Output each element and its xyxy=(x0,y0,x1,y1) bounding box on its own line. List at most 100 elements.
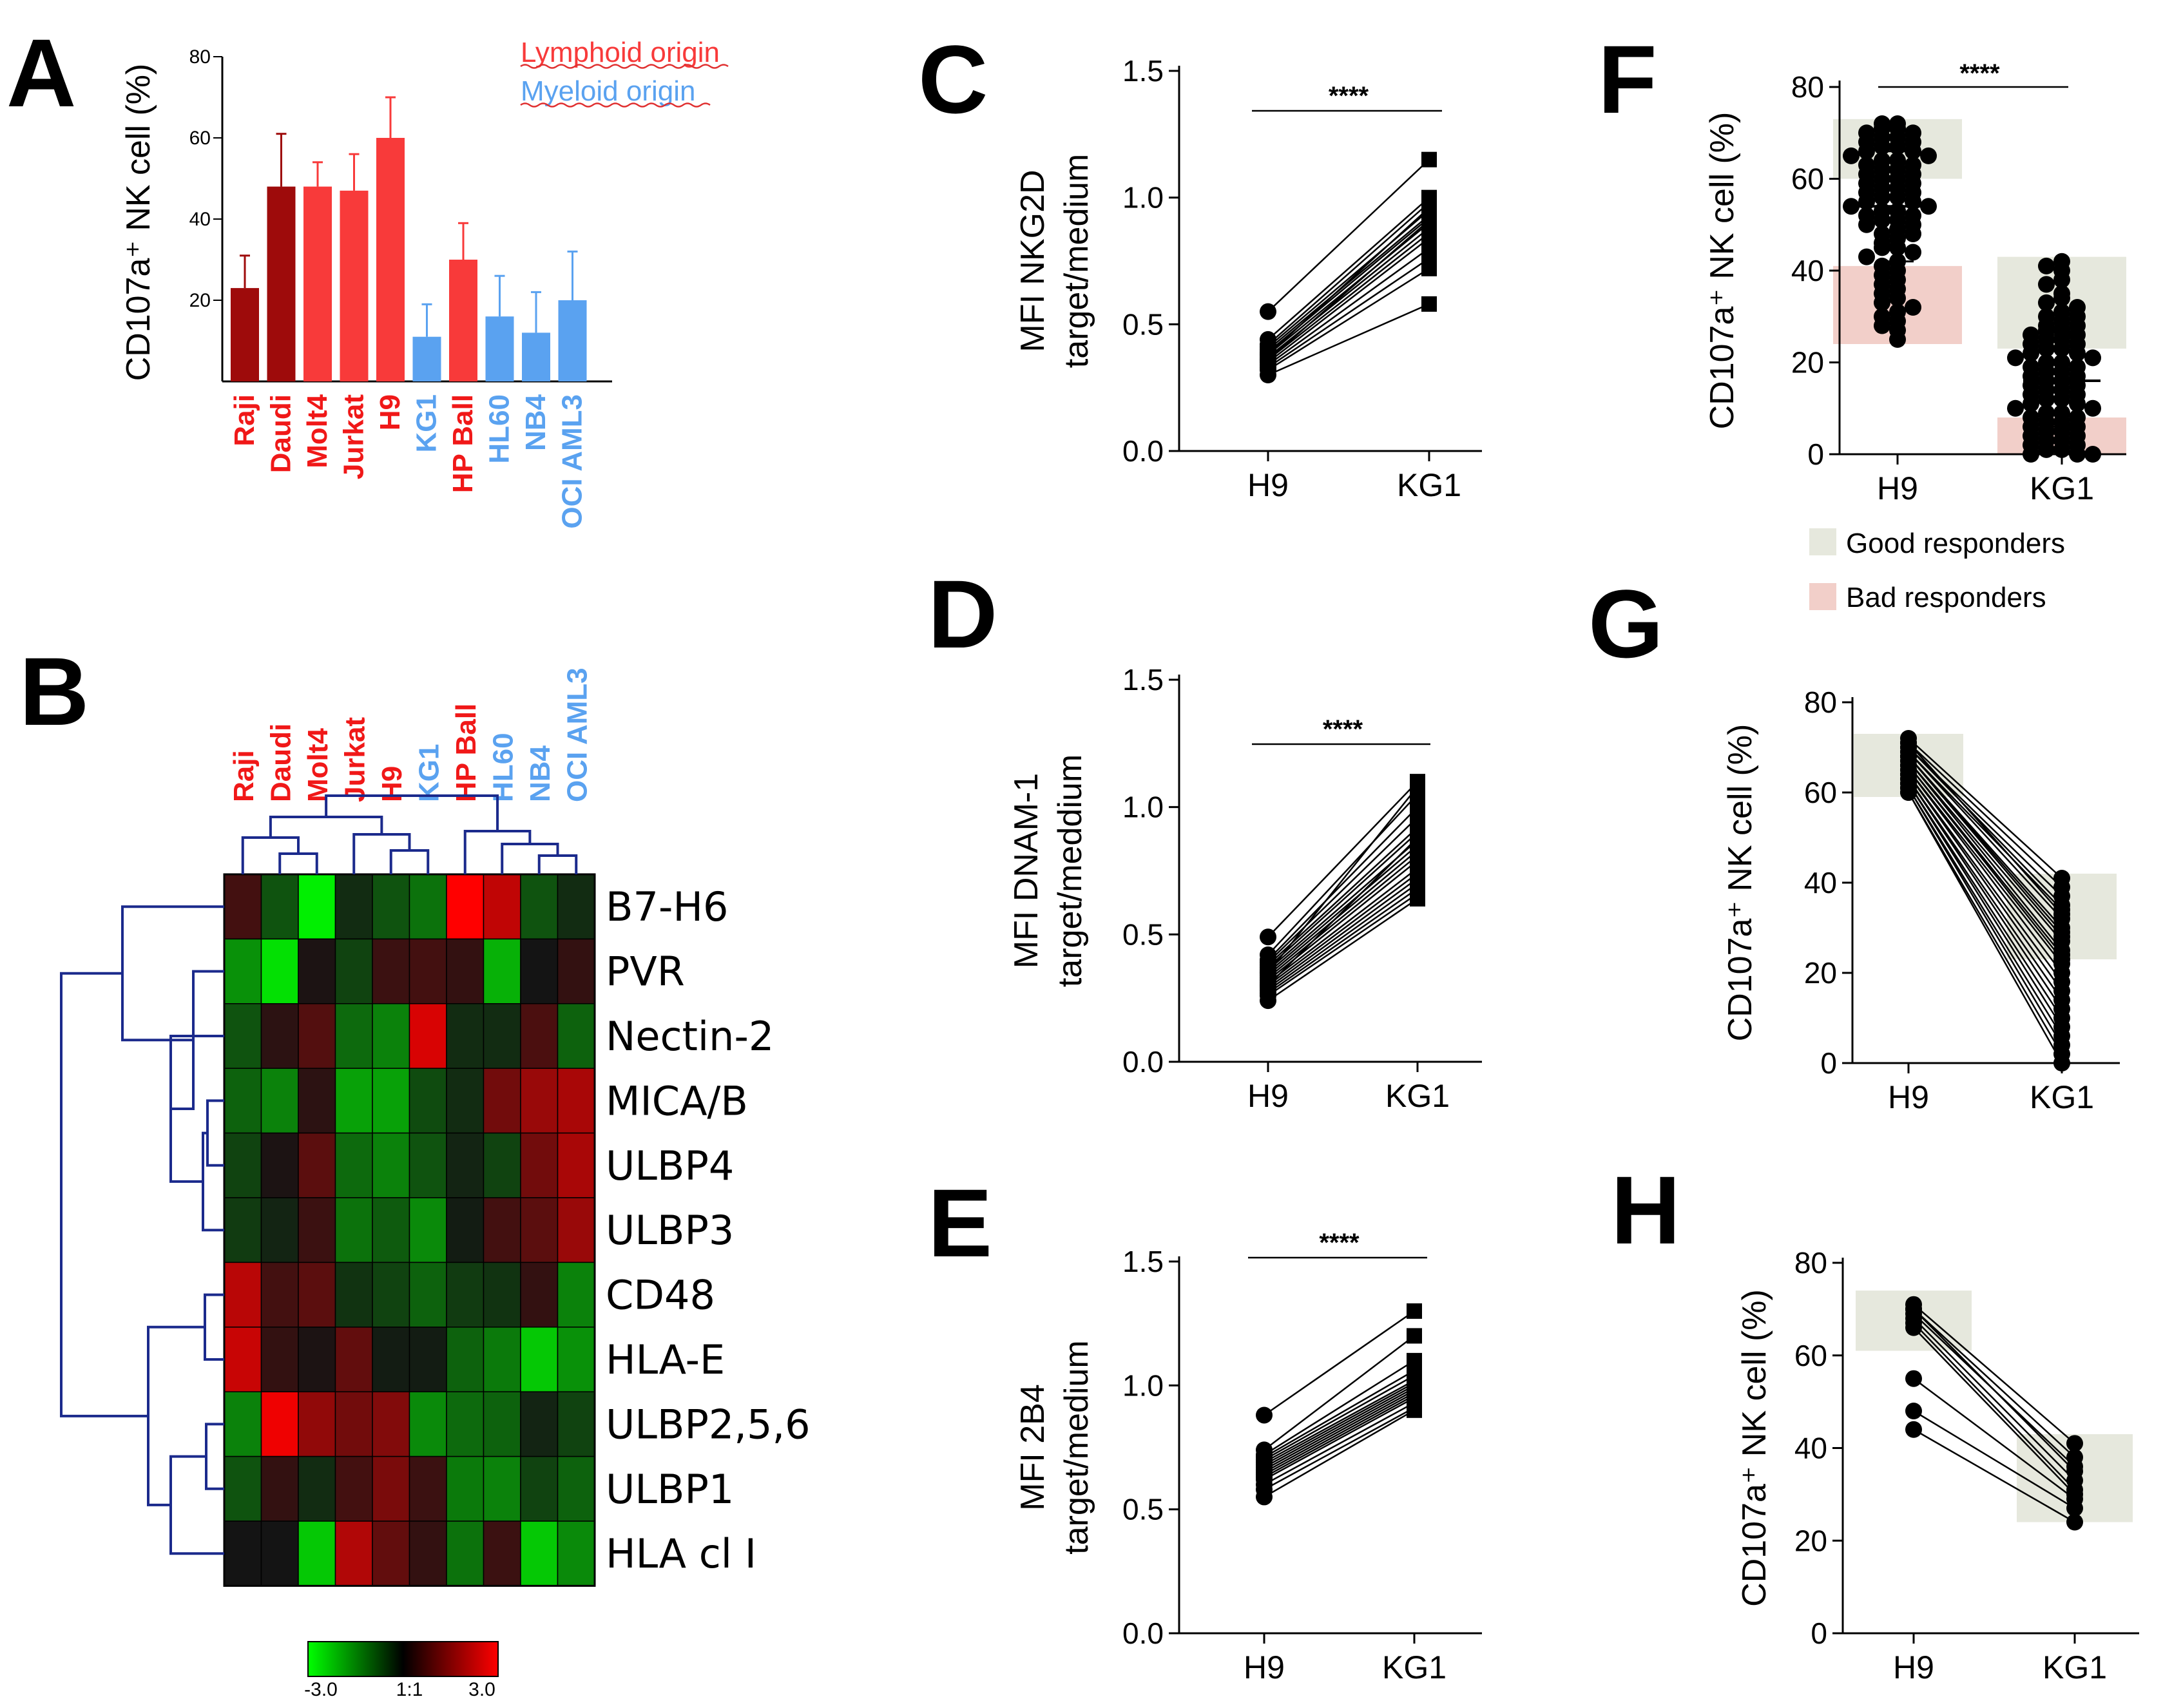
panel-label-c: C xyxy=(918,25,988,133)
panel-f-legend-swatch-good xyxy=(1809,528,1836,555)
paired-line xyxy=(1908,769,2062,974)
point-h9 xyxy=(1256,1406,1273,1424)
panel-b-heatmap-cell xyxy=(224,938,262,1004)
panel-a-ytick-label: 80 xyxy=(189,46,211,68)
paired-line xyxy=(1913,1318,2075,1481)
paired-line xyxy=(1907,774,2063,983)
panel-f-point xyxy=(1889,331,1906,348)
point-h9 xyxy=(1260,992,1276,1010)
panel-a-bar xyxy=(303,186,332,381)
panel-b-heatmap-cell xyxy=(409,1327,447,1392)
panel-a-legend-underline-1 xyxy=(520,64,729,69)
point-kg1 xyxy=(2053,928,2070,945)
panel-a-ytick-label: 60 xyxy=(189,128,211,149)
ytick-label: 0 xyxy=(1811,1617,1827,1650)
point-h9 xyxy=(1260,367,1276,383)
point-h9 xyxy=(1256,1488,1273,1506)
paired-line xyxy=(1908,738,2062,879)
panel-b-heatmap-cell xyxy=(557,1132,595,1198)
panel-b-heatmap-cell xyxy=(298,1455,336,1522)
paired-line xyxy=(1264,1370,1415,1458)
paired-line xyxy=(1267,247,1430,366)
panel-f-point xyxy=(1874,317,1890,334)
paired-line xyxy=(1913,1428,2075,1523)
paired-line xyxy=(1908,769,2062,964)
panel-label-a: A xyxy=(6,19,76,127)
panel-b-heatmap-cell xyxy=(483,1455,521,1522)
panel-b-heatmap-cell xyxy=(446,1327,485,1392)
panel-b-heatmap-cell xyxy=(409,1521,447,1587)
panel-b-heatmap-cell xyxy=(483,1262,521,1328)
panel-b-heatmap-cell xyxy=(334,938,373,1004)
panel-b-heatmap-cell xyxy=(409,1455,447,1522)
panel-b-column-dendrogram-branch xyxy=(278,852,318,874)
panel-b-heatmap-cell xyxy=(372,1262,410,1328)
panel-a-bar xyxy=(267,186,296,381)
panel-b-heatmap-cell xyxy=(520,1262,559,1328)
ytick-label: 60 xyxy=(1804,776,1837,809)
panel-b-heatmap-cell xyxy=(372,874,410,940)
panel-f-point xyxy=(2053,271,2070,289)
panel-b-heatmap-cell xyxy=(409,1391,447,1457)
point-h9 xyxy=(1905,1300,1922,1318)
paired-line xyxy=(1267,258,1430,369)
panel-f-point xyxy=(1905,225,1921,242)
panel-f-point xyxy=(2084,399,2101,417)
xtick-label: H9 xyxy=(1247,467,1289,503)
panel-b-heatmap-cell xyxy=(372,1455,410,1522)
panel-b-heatmap-cell xyxy=(409,1003,447,1069)
panel-a-bar xyxy=(231,288,259,381)
panel-b-heatmap-cell xyxy=(224,1262,262,1328)
paired-line xyxy=(1267,893,1418,997)
panel-f-xtick-label: H9 xyxy=(1877,470,1918,506)
panel-b-heatmap-cell xyxy=(260,1068,299,1134)
panel-b-heatmap-cell xyxy=(520,1521,559,1587)
panel-f-point xyxy=(1889,289,1906,307)
xtick-label: H9 xyxy=(1247,1078,1289,1114)
panel-f-point xyxy=(1874,239,1890,256)
panel-b-heatmap-cell xyxy=(224,1455,262,1522)
panel-f-ytick-label: 80 xyxy=(1791,70,1824,104)
paired-line xyxy=(1908,756,2062,937)
panel-h-paired-plot: 0 20 40 60 80 H9 KG1 CD107a⁺ NK cell (%) xyxy=(1736,1246,2139,1685)
xtick-label: KG1 xyxy=(1397,467,1461,503)
panel-b-heatmap-cell xyxy=(446,1197,485,1263)
panel-b-heatmap-cell xyxy=(446,874,485,940)
point-kg1 xyxy=(1407,1303,1422,1319)
y-label-line-1: MFI 2B4 xyxy=(1014,1384,1052,1511)
panel-b-scale-label-mid: 1:1 xyxy=(396,1679,423,1700)
panel-b-heatmap-cell xyxy=(372,938,410,1004)
panel-b-heatmap-cell xyxy=(260,874,299,940)
panel-b-heatmap-cell xyxy=(483,1068,521,1134)
paired-line xyxy=(1267,806,1418,961)
panel-b-heatmap-cell xyxy=(372,1391,410,1457)
ytick-label: 1.0 xyxy=(1122,181,1164,215)
panel-a-category-label: OCI AML3 xyxy=(557,394,588,529)
paired-line xyxy=(1907,778,2063,1010)
panel-b-heatmap-cell xyxy=(260,1132,299,1198)
panel-b-row-label: ULBP3 xyxy=(606,1207,734,1254)
paired-line xyxy=(1267,232,1430,361)
panel-b-row-label: HLA cl I xyxy=(606,1530,756,1577)
xtick-label: KG1 xyxy=(2030,1079,2094,1115)
panel-b-heatmap-cell xyxy=(446,1003,485,1069)
ytick-label: 0 xyxy=(1820,1046,1837,1080)
panel-b-row-label: ULBP4 xyxy=(606,1142,734,1189)
paired-line xyxy=(1267,883,1418,992)
ytick-label: 80 xyxy=(1794,1246,1827,1280)
paired-line xyxy=(1264,1385,1415,1468)
panel-b-heatmap-cell xyxy=(372,1521,410,1587)
panel-f-point xyxy=(1874,294,1890,311)
panel-f-point xyxy=(1874,189,1890,206)
panel-a-bar xyxy=(522,332,550,381)
ytick-label: 20 xyxy=(1804,956,1837,990)
ytick-label: 0.0 xyxy=(1122,1045,1164,1079)
panel-b-column-label: Molt4 xyxy=(302,728,334,802)
paired-line xyxy=(1908,751,2062,919)
paired-line xyxy=(1267,897,1418,1002)
panel-a-legend-underline-2 xyxy=(520,102,711,108)
paired-line xyxy=(1907,787,2063,1046)
panel-f-significance-stars: **** xyxy=(1959,59,2000,88)
panel-b-heatmap-cell xyxy=(520,1391,559,1457)
panel-b-heatmap-cell xyxy=(224,1391,262,1457)
